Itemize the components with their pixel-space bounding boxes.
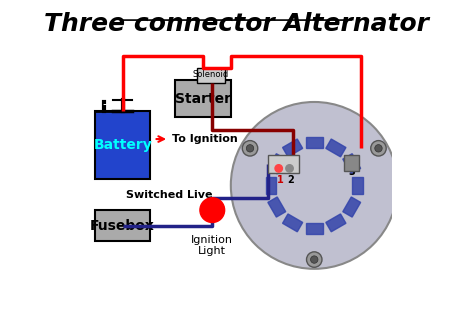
FancyBboxPatch shape (95, 111, 150, 179)
FancyBboxPatch shape (175, 80, 231, 117)
Bar (343, 154, 361, 174)
Text: 2: 2 (287, 175, 294, 185)
Text: -: - (102, 98, 106, 111)
Bar (268, 154, 286, 174)
FancyBboxPatch shape (344, 154, 359, 171)
Text: +: + (130, 98, 140, 111)
Bar (306, 223, 323, 234)
Text: Ignition
Light: Ignition Light (191, 235, 233, 256)
Circle shape (200, 198, 225, 222)
Bar (306, 137, 323, 148)
Circle shape (375, 145, 382, 152)
Bar (283, 139, 303, 157)
Text: Three connector Alternator: Three connector Alternator (45, 12, 429, 36)
FancyBboxPatch shape (268, 154, 299, 173)
Bar (326, 214, 346, 232)
Bar (352, 177, 363, 194)
Bar (326, 139, 346, 157)
Text: Solenoid: Solenoid (192, 70, 229, 79)
Circle shape (246, 145, 254, 152)
FancyBboxPatch shape (95, 210, 150, 241)
Circle shape (371, 141, 386, 156)
FancyBboxPatch shape (197, 68, 225, 83)
Bar (343, 197, 361, 217)
Text: Starter: Starter (175, 92, 231, 106)
Circle shape (275, 165, 283, 172)
Text: To Ignition: To Ignition (172, 134, 238, 144)
Text: Switched Live: Switched Live (126, 190, 212, 200)
Bar (265, 177, 276, 194)
Circle shape (231, 102, 398, 269)
Circle shape (310, 256, 318, 263)
Circle shape (286, 165, 293, 172)
Text: Battery: Battery (93, 138, 152, 152)
Text: 1: 1 (276, 175, 283, 185)
Bar (268, 197, 286, 217)
Text: Fusebox: Fusebox (90, 218, 155, 233)
Text: 3: 3 (348, 167, 355, 177)
Bar (283, 214, 303, 232)
Circle shape (242, 141, 258, 156)
Circle shape (307, 252, 322, 267)
